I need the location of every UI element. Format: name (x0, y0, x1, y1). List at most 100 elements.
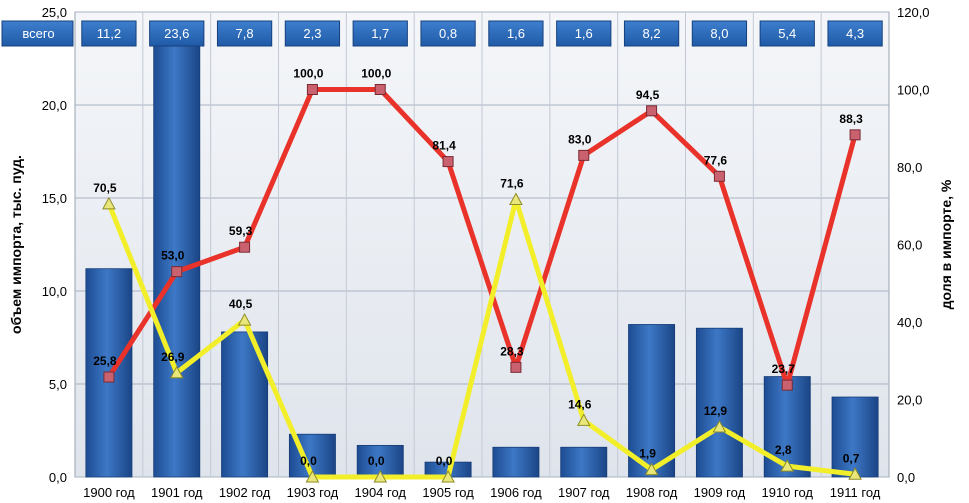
share-yellow-point (509, 192, 523, 206)
share-yellow-line (106, 197, 858, 480)
y2-tick-label: 60,0 (897, 238, 922, 253)
share-yellow-label: 12,9 (704, 404, 728, 418)
axes: 0,0 5,0 10,0 15,0 20,0 25,0 0,0 20,0 40,0 60,0 80,… (8, 5, 954, 500)
x-tick-label: 1904 год (354, 485, 406, 500)
x-tick-label: 1902 год (219, 485, 271, 500)
share-yellow-label: 1,9 (639, 447, 656, 461)
total-box (623, 20, 680, 47)
total-value: 7,8 (236, 26, 254, 41)
share-yellow-point (712, 419, 727, 433)
total-box (827, 20, 883, 47)
y-tick-label: 15,0 (42, 191, 67, 206)
total-box (691, 20, 748, 47)
share-red-label: 100,0 (293, 67, 323, 81)
total-box (352, 20, 408, 47)
share-red-label: 53,0 (161, 249, 185, 263)
totals-row: всего 11,2 23,6 7,8 2,3 1,7 0,8 1,6 1,6 8,2 8,0 5,4… (1, 20, 883, 47)
total-box (556, 20, 612, 47)
share-red-label: 88,3 (839, 112, 863, 126)
y2-tick-label: 40,0 (897, 315, 922, 330)
share-yellow-point (576, 413, 591, 426)
x-tick-label: 1910 год (761, 485, 813, 500)
share-red-point (849, 129, 861, 141)
share-red-label: 77,6 (704, 153, 728, 167)
share-red-label: 59,3 (229, 224, 253, 238)
share-red-point (103, 371, 115, 383)
total-box (149, 20, 205, 47)
share-yellow-label: 26,9 (161, 350, 185, 364)
share-red-label: 83,0 (568, 132, 592, 146)
y-axis-title: объем импорта, тыс. пуд. (8, 155, 24, 334)
share-yellow-point (441, 469, 455, 483)
share-red-point (713, 170, 725, 182)
share-yellow-label: 14,6 (568, 397, 592, 411)
share-yellow-label: 70,5 (93, 181, 117, 195)
y-tick-label: 0,0 (49, 470, 67, 485)
x-tick-label: 1909 год (694, 485, 746, 500)
share-red-point (510, 361, 522, 373)
share-red-point (171, 266, 183, 278)
x-tick-label: 1907 год (558, 485, 610, 500)
total-value: 1,7 (371, 26, 389, 41)
share-red-label: 81,4 (432, 139, 456, 153)
bar-7 (492, 446, 540, 478)
share-red-point (306, 84, 318, 95)
total-value: 8,2 (643, 26, 661, 41)
total-box (284, 20, 341, 47)
share-red-point (239, 241, 251, 253)
y-tick-label: 5,0 (49, 377, 67, 392)
share-yellow-point (102, 196, 116, 210)
share-yellow-label: 40,5 (229, 297, 253, 311)
share-yellow-point (169, 365, 184, 379)
total-value: 1,6 (575, 26, 593, 41)
bar-2 (153, 37, 201, 478)
x-tick-label: 1901 год (151, 485, 203, 500)
y-tick-label: 20,0 (42, 98, 67, 113)
total-box (216, 20, 273, 47)
share-red-point (646, 105, 658, 117)
total-box (759, 20, 815, 47)
total-value: 4,3 (846, 26, 864, 41)
totals-label: всего (22, 26, 54, 41)
total-value: 23,6 (164, 26, 189, 41)
lines (102, 84, 862, 483)
x-tick-label: 1903 год (287, 485, 339, 500)
share-red-line (106, 87, 858, 388)
y2-tick-label: 80,0 (897, 160, 922, 175)
share-yellow-label: 2,8 (775, 443, 792, 457)
total-box (81, 20, 137, 47)
share-yellow-point (373, 469, 388, 483)
x-tick-label: 1908 год (626, 485, 678, 500)
share-yellow-label: 0,0 (300, 454, 317, 468)
y2-tick-label: 20,0 (897, 393, 922, 408)
y-tick-label: 25,0 (42, 5, 67, 20)
total-value: 2,3 (303, 26, 321, 41)
total-value: 5,4 (778, 26, 796, 41)
total-box (488, 20, 544, 47)
total-value: 0,8 (439, 26, 457, 41)
share-yellow-point (305, 469, 320, 483)
share-red-label: 25,8 (93, 354, 117, 368)
share-yellow-label: 0,7 (843, 451, 860, 465)
share-yellow-label: 0,0 (436, 454, 453, 468)
data-labels: 25,8 53,0 59,3 100,0 100,0 81,4 28,3 83,0 94,5 77… (93, 67, 863, 469)
total-value: 11,2 (97, 26, 121, 41)
share-red-label: 100,0 (361, 67, 391, 81)
x-tick-label: 1900 год (83, 485, 135, 500)
bar-9 (628, 324, 676, 478)
y2-tick-label: 0,0 (897, 470, 915, 485)
y2-tick-label: 120,0 (897, 5, 930, 20)
plot-area (74, 11, 890, 478)
share-yellow-label: 71,6 (500, 177, 524, 191)
share-yellow-point (644, 462, 659, 476)
y2-axis-title: доля в импорте, % (938, 179, 954, 309)
share-red-point (374, 84, 386, 95)
y-tick-label: 10,0 (42, 284, 67, 299)
x-tick-label: 1905 год (422, 485, 474, 500)
x-tick-label: 1906 год (490, 485, 542, 500)
share-red-label: 94,5 (636, 88, 660, 102)
totals-label-box (1, 20, 74, 47)
total-value: 1,6 (507, 26, 525, 41)
